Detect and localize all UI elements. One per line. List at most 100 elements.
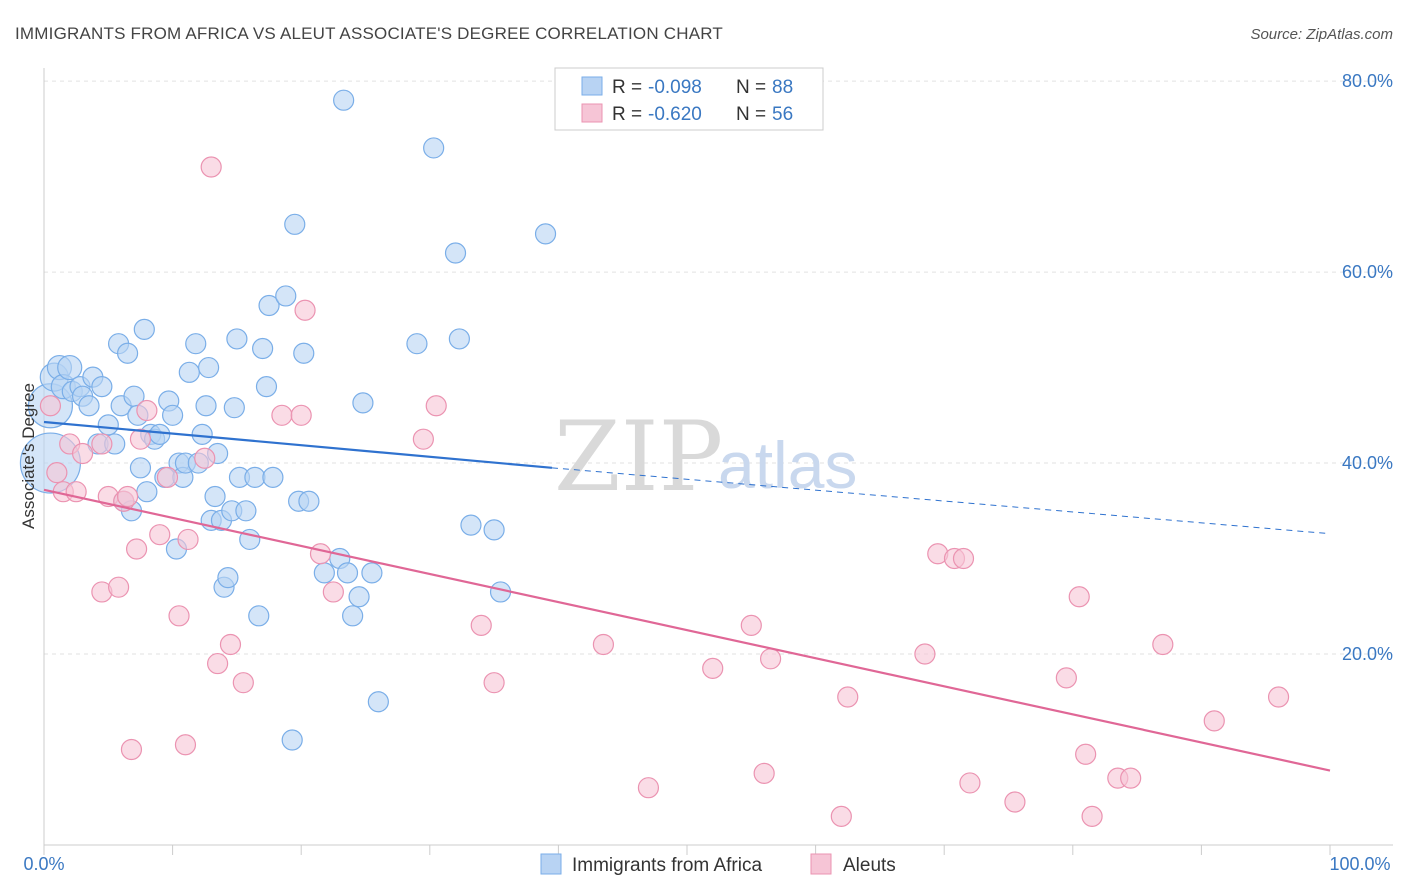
aleuts-point-50	[1068, 586, 1090, 608]
africa-point-65	[313, 562, 335, 584]
aleuts-point-12	[120, 738, 143, 761]
africa-point-70	[348, 586, 370, 608]
legend-r-value-africa: -0.098	[648, 77, 702, 98]
africa-point-48	[223, 397, 245, 419]
aleuts-point-38	[740, 614, 762, 636]
aleuts-point-28	[294, 299, 316, 321]
aleuts-point-23	[207, 652, 229, 675]
legend-n-value-aleuts: 56	[772, 104, 793, 125]
y-tick-label-40: 40.0%	[1342, 453, 1393, 473]
africa-point-58	[262, 466, 284, 488]
x-axis-ticks	[43, 845, 1331, 855]
africa-point-64	[298, 490, 320, 512]
series-legend-swatch-aleuts	[810, 853, 832, 875]
africa-point-40	[198, 356, 220, 379]
africa-point-69	[342, 605, 364, 627]
africa-point-36	[185, 333, 207, 355]
y-axis-tick-labels: 20.0% 40.0% 60.0% 80.0%	[1342, 71, 1393, 664]
aleuts-point-5	[71, 442, 94, 465]
aleuts-point-48	[1004, 791, 1026, 813]
africa-trend-line-extension	[551, 467, 1331, 535]
watermark-atlas: atlas	[718, 428, 857, 502]
series-legend: Immigrants from Africa Aleuts	[540, 853, 896, 876]
aleuts-point-1	[46, 461, 68, 484]
aleuts-point-27	[290, 404, 312, 426]
aleuts-point-13	[125, 538, 148, 560]
aleuts-point-33	[470, 614, 492, 636]
aleuts-point-21	[194, 447, 216, 469]
africa-point-39	[195, 395, 217, 417]
africa-point-27	[149, 423, 171, 446]
africa-point-5	[57, 354, 83, 381]
aleuts-point-24	[219, 633, 242, 656]
legend-n-value-africa: 88	[772, 77, 793, 98]
aleuts-point-43	[914, 643, 936, 665]
africa-trend-line	[43, 420, 553, 469]
aleuts-point-55	[1152, 633, 1174, 656]
africa-point-68	[336, 562, 359, 584]
africa-point-60	[281, 729, 303, 751]
africa-point-67	[333, 89, 355, 111]
africa-point-53	[244, 466, 266, 488]
series-legend-label-aleuts: Aleuts	[843, 855, 896, 876]
africa-point-75	[423, 137, 445, 159]
aleuts-point-39	[753, 762, 775, 784]
aleuts-point-22	[200, 156, 222, 178]
aleuts-point-52	[1081, 805, 1103, 827]
africa-point-81	[534, 223, 557, 245]
aleuts-point-15	[136, 399, 158, 422]
africa-point-76	[444, 242, 467, 264]
data-points	[19, 89, 1290, 827]
aleuts-point-26	[271, 404, 293, 426]
watermark-zip: ZIP	[554, 401, 723, 513]
africa-point-54	[248, 605, 270, 627]
aleuts-point-32	[425, 395, 447, 417]
aleuts-point-46	[952, 547, 975, 570]
aleuts-point-35	[592, 633, 615, 656]
aleuts-point-18	[168, 605, 190, 627]
africa-point-22	[129, 457, 152, 479]
africa-point-46	[217, 567, 239, 589]
africa-point-38	[191, 423, 213, 446]
x-tick-label-max: 100.0%	[1329, 854, 1390, 874]
africa-point-49	[226, 328, 248, 350]
legend-n-label-aleuts: N =	[736, 104, 766, 125]
africa-point-12	[91, 376, 113, 398]
africa-point-42	[204, 485, 226, 508]
series-legend-label-africa: Immigrants from Africa	[572, 855, 762, 876]
aleuts-point-25	[232, 672, 254, 694]
aleuts-point-37	[702, 657, 724, 679]
aleuts-point-6	[91, 433, 113, 455]
y-tick-label-80: 80.0%	[1342, 71, 1393, 91]
aleuts-point-51	[1075, 743, 1097, 765]
africa-point-51	[235, 500, 257, 522]
africa-point-79	[483, 519, 505, 541]
aleuts-point-49	[1055, 667, 1077, 689]
africa-point-56	[255, 376, 278, 398]
series-legend-swatch-africa	[540, 853, 562, 875]
africa-point-17	[116, 342, 139, 364]
africa-point-30	[162, 404, 184, 426]
aleuts-point-16	[149, 524, 171, 546]
legend-swatch-africa	[581, 76, 603, 96]
africa-point-77	[448, 328, 470, 350]
stats-legend: R = -0.098 N = 88 R = -0.620 N = 56	[554, 67, 824, 131]
africa-point-73	[367, 691, 389, 713]
legend-r-value-aleuts: -0.620	[648, 104, 702, 125]
africa-point-13	[97, 414, 119, 436]
y-axis-title: Associate's Degree	[19, 383, 38, 529]
aleuts-point-11	[116, 485, 139, 508]
aleuts-point-9	[107, 576, 130, 598]
africa-point-74	[406, 333, 428, 355]
africa-point-55	[252, 337, 274, 360]
y-tick-label-20: 20.0%	[1342, 644, 1393, 664]
africa-point-63	[293, 342, 315, 364]
africa-point-61	[284, 213, 306, 235]
legend-r-label-africa: R =	[612, 77, 642, 98]
aleuts-point-0	[39, 395, 62, 417]
africa-point-35	[178, 361, 200, 383]
aleuts-point-57	[1267, 686, 1290, 708]
africa-point-9	[78, 395, 100, 417]
trend-lines	[43, 420, 1331, 772]
